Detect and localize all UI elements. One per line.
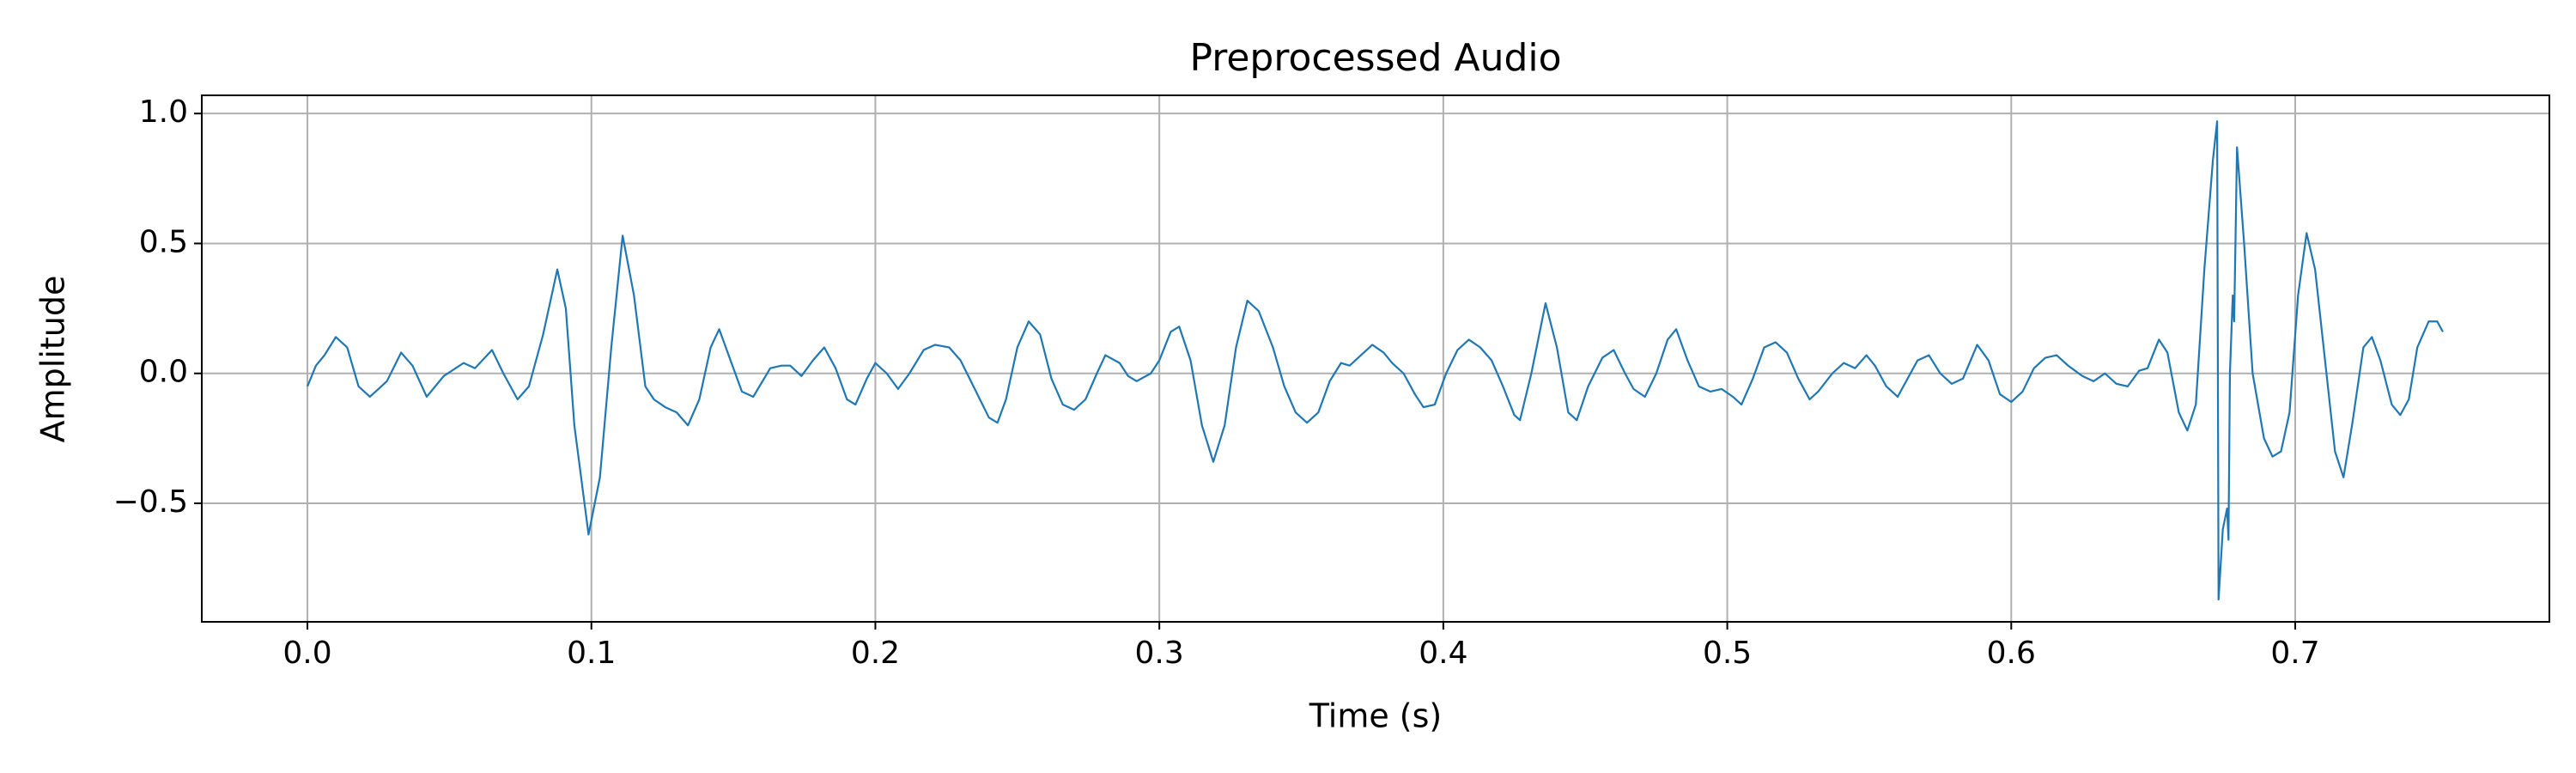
plot-frame — [201, 94, 2550, 623]
x-tick-label: 0.3 — [1135, 636, 1184, 671]
chart-title: Preprocessed Audio — [1189, 36, 1561, 80]
x-tick-label: 0.7 — [2270, 636, 2319, 671]
x-tick-label: 0.0 — [283, 636, 331, 671]
y-tick-label: 0.0 — [139, 355, 188, 390]
x-tick-label: 0.5 — [1703, 636, 1752, 671]
x-tick-label: 0.1 — [567, 636, 616, 671]
y-tick-label: 1.0 — [139, 94, 188, 130]
x-tick-label: 0.2 — [851, 636, 900, 671]
waveform-line — [307, 120, 2444, 601]
x-axis-label: Time (s) — [1309, 697, 1443, 735]
x-tick-label: 0.6 — [1987, 636, 2036, 671]
y-axis-label: Amplitude — [34, 276, 72, 443]
y-tick-label: 0.5 — [139, 224, 188, 259]
y-tick-label: −0.5 — [113, 484, 188, 520]
x-tick-label: 0.4 — [1419, 636, 1467, 671]
